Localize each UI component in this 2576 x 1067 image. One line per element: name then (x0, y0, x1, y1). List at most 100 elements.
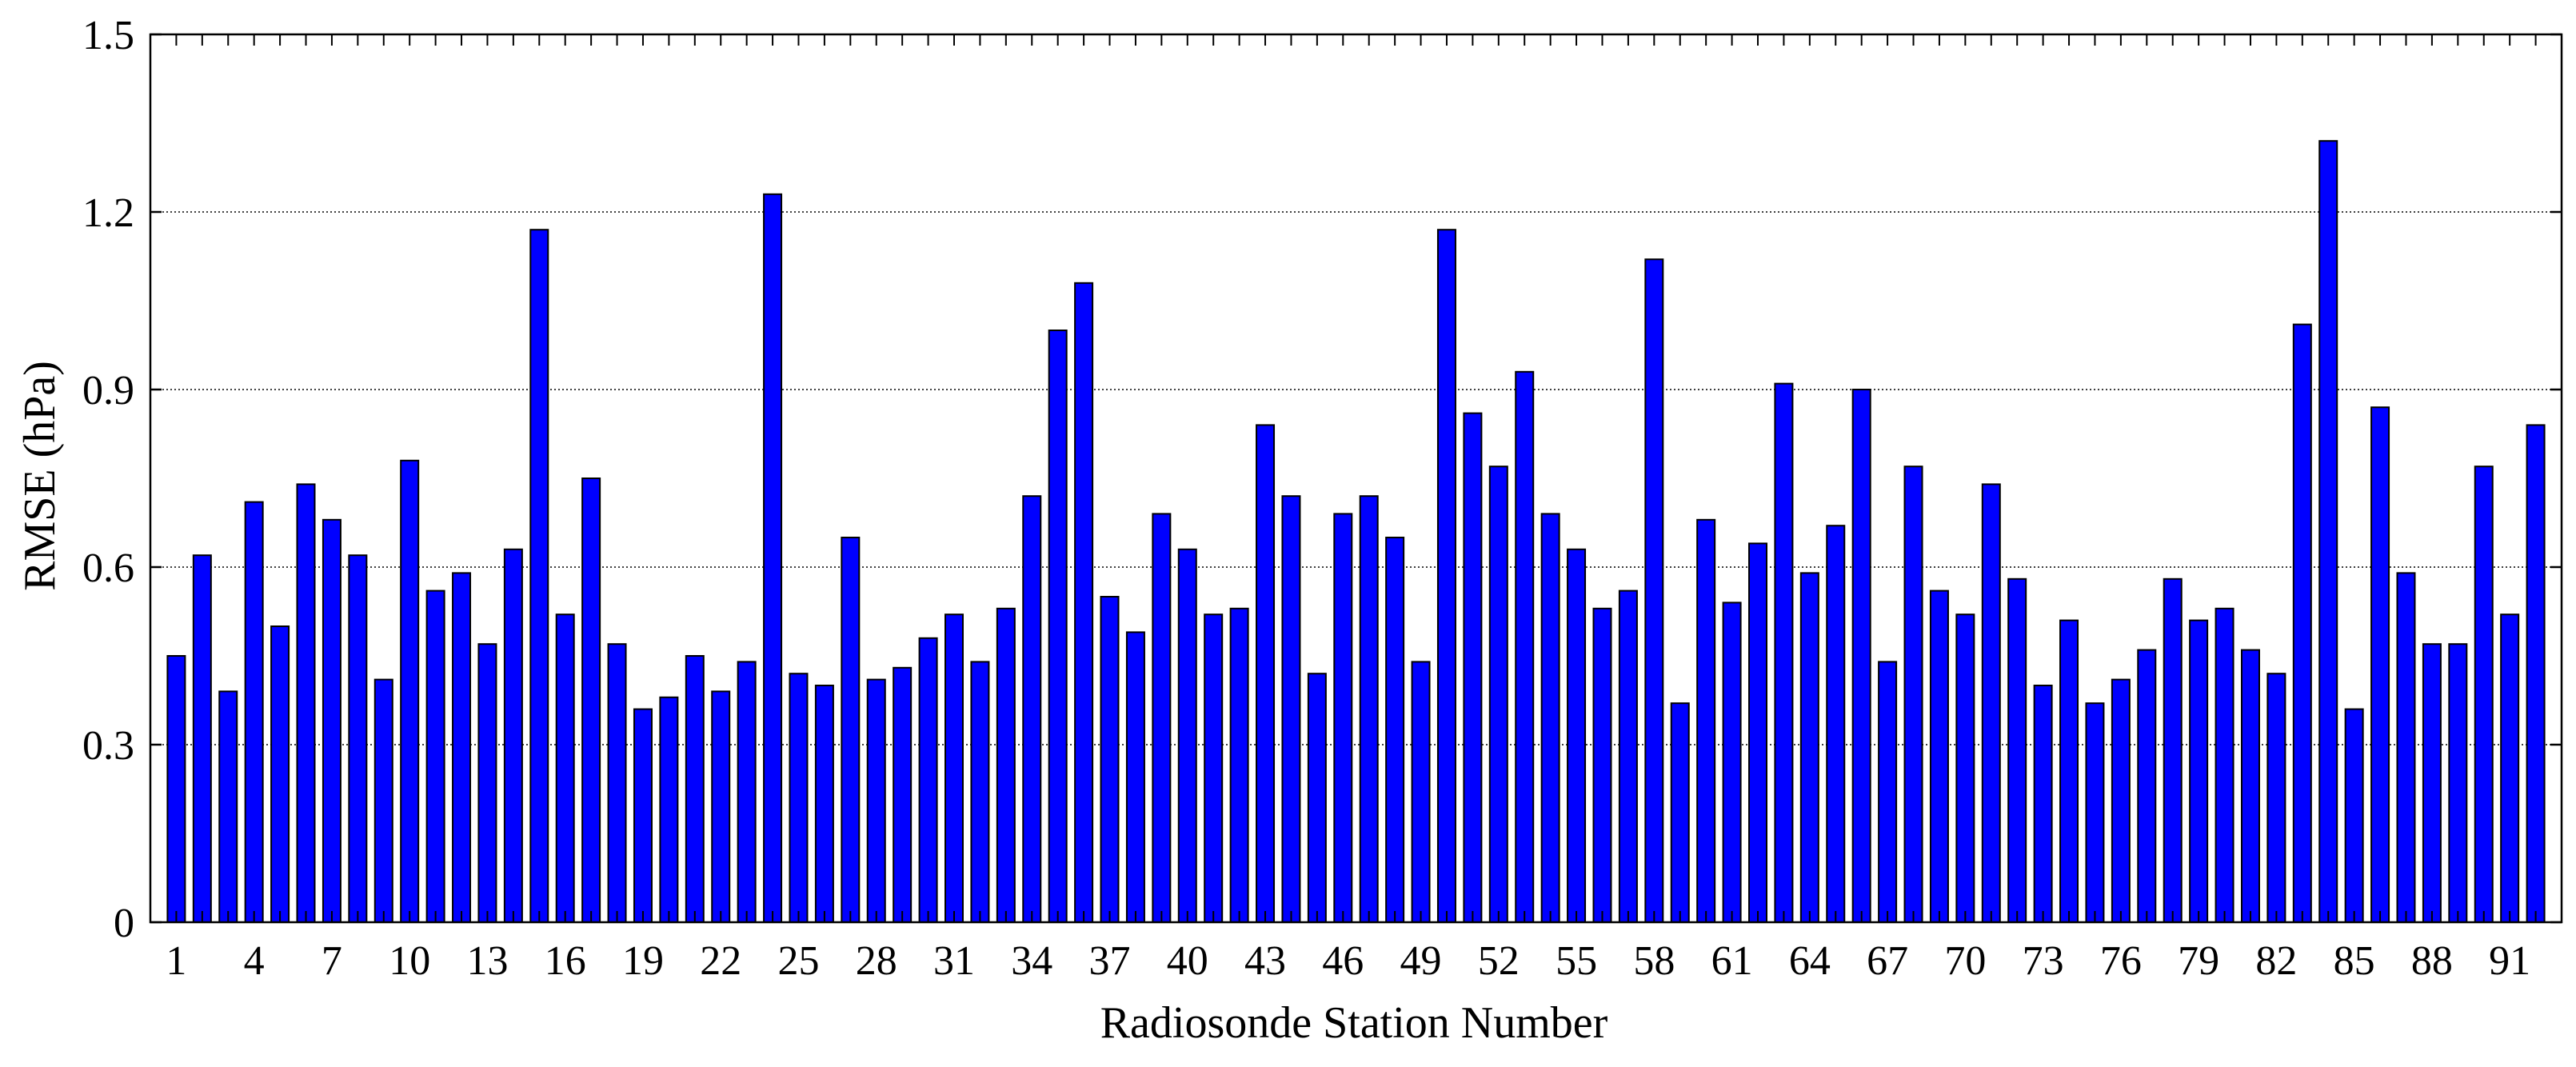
bar-station-81 (2240, 649, 2260, 923)
x-tick-label: 67 (1867, 938, 1908, 984)
bar-station-65 (1826, 525, 1846, 923)
bar-station-77 (2137, 649, 2157, 923)
bar-station-63 (1774, 382, 1794, 924)
bar-station-42 (1229, 607, 1249, 923)
bar-station-89 (2448, 643, 2468, 923)
bar-station-20 (659, 696, 679, 923)
bar-station-49 (1411, 661, 1431, 924)
bar-station-53 (1515, 370, 1535, 923)
y-tick-label: 0.6 (82, 545, 134, 591)
x-tick-label: 28 (856, 938, 897, 984)
x-tick-label: 55 (1556, 938, 1597, 984)
bar-station-15 (529, 229, 549, 923)
x-axis-label: Radiosonde Station Number (1100, 998, 1608, 1048)
bar-station-24 (763, 193, 783, 924)
bar-station-60 (1696, 518, 1716, 923)
bar-station-67 (1878, 661, 1898, 924)
bar-station-70 (1955, 613, 1975, 923)
bar-station-75 (2085, 702, 2105, 923)
x-tick-label: 19 (622, 938, 664, 984)
y-axis-label: RMSE (hPa) (15, 361, 65, 591)
bar-station-91 (2500, 613, 2520, 923)
bar-station-55 (1567, 548, 1587, 923)
bar-station-74 (2059, 619, 2079, 923)
bar-station-30 (918, 637, 938, 923)
bar-station-34 (1022, 495, 1042, 923)
y-tick-label: 0.9 (82, 368, 134, 414)
bar-station-38 (1125, 631, 1145, 924)
bar-station-32 (970, 661, 990, 924)
bar-station-40 (1177, 548, 1197, 923)
bars (166, 140, 2546, 924)
x-tick-label: 10 (389, 938, 430, 984)
bar-station-13 (477, 643, 497, 923)
bar-station-73 (2033, 685, 2053, 923)
bar-station-4 (244, 501, 264, 923)
bar-station-41 (1204, 613, 1224, 923)
bar-station-78 (2163, 577, 2183, 923)
y-tick-label: 0.3 (82, 723, 134, 769)
bar-station-17 (581, 478, 601, 923)
x-tick-label: 88 (2411, 938, 2453, 984)
bar-station-79 (2189, 619, 2209, 923)
bar-station-57 (1618, 589, 1638, 923)
x-tick-label: 1 (166, 938, 186, 984)
x-tick-label: 13 (466, 938, 508, 984)
x-tick-label: 91 (2489, 938, 2530, 984)
bar-station-28 (866, 678, 886, 923)
axes: 0 0.3 0.6 0.9 1.2 1.5 1 4 7 10 13 16 19 22 25 28 31 34 37 4… (82, 13, 2563, 984)
bar-station-72 (2007, 577, 2027, 923)
bar-station-83 (2292, 323, 2312, 924)
bar-station-56 (1592, 607, 1612, 923)
x-tick-label: 79 (2178, 938, 2219, 984)
bar-station-12 (452, 572, 472, 924)
bar-station-51 (1463, 412, 1483, 923)
bar-station-54 (1540, 513, 1560, 924)
x-tick-label: 49 (1400, 938, 1442, 984)
bar-station-68 (1903, 466, 1923, 923)
bar-station-26 (814, 685, 834, 923)
x-tick-label: 37 (1089, 938, 1131, 984)
x-tick-label: 4 (244, 938, 265, 984)
bar-station-21 (685, 655, 705, 923)
x-tick-label: 61 (1711, 938, 1753, 984)
x-tick-label: 43 (1244, 938, 1286, 984)
bar-station-11 (425, 589, 445, 923)
bar-station-66 (1851, 389, 1871, 923)
x-tick-label: 31 (933, 938, 975, 984)
x-tick-label: 76 (2100, 938, 2142, 984)
bar-station-35 (1048, 330, 1068, 923)
bar-station-36 (1074, 282, 1094, 923)
bar-station-47 (1359, 495, 1379, 923)
bar-station-45 (1307, 673, 1327, 923)
x-tick-label: 46 (1322, 938, 1364, 984)
bar-station-22 (711, 690, 731, 924)
bar-station-18 (607, 643, 627, 923)
x-tick-label: 16 (545, 938, 586, 984)
bar-station-44 (1281, 495, 1301, 923)
bar-station-19 (633, 708, 653, 923)
bar-station-92 (2526, 424, 2546, 923)
bar-station-9 (373, 678, 393, 923)
bar-station-88 (2422, 643, 2442, 923)
bar-station-61 (1722, 601, 1742, 924)
bar-station-85 (2344, 708, 2364, 923)
bar-station-33 (996, 607, 1016, 923)
bar-station-10 (400, 459, 420, 923)
bar-station-29 (893, 666, 913, 923)
x-tick-label: 40 (1167, 938, 1208, 984)
bar-station-31 (945, 613, 964, 923)
bar-station-86 (2370, 406, 2390, 923)
bar-station-3 (218, 690, 238, 924)
bar-station-16 (555, 613, 575, 923)
bar-station-76 (2111, 678, 2131, 923)
bar-station-1 (166, 655, 186, 923)
x-tick-label: 25 (777, 938, 819, 984)
bar-station-23 (737, 661, 757, 924)
bar-station-27 (841, 537, 861, 923)
bar-station-59 (1670, 702, 1690, 923)
bar-station-37 (1100, 596, 1120, 923)
bar-station-69 (1929, 589, 1949, 923)
